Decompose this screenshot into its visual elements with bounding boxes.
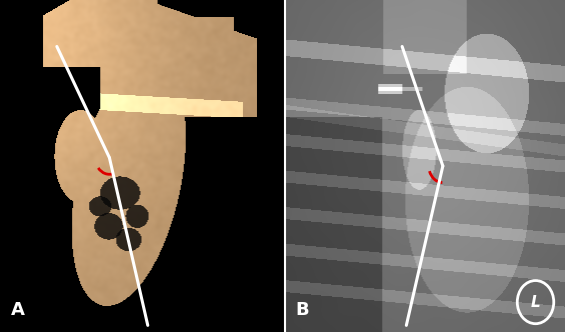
Text: A: A: [11, 301, 25, 319]
Text: L: L: [531, 294, 540, 310]
Text: B: B: [295, 301, 309, 319]
